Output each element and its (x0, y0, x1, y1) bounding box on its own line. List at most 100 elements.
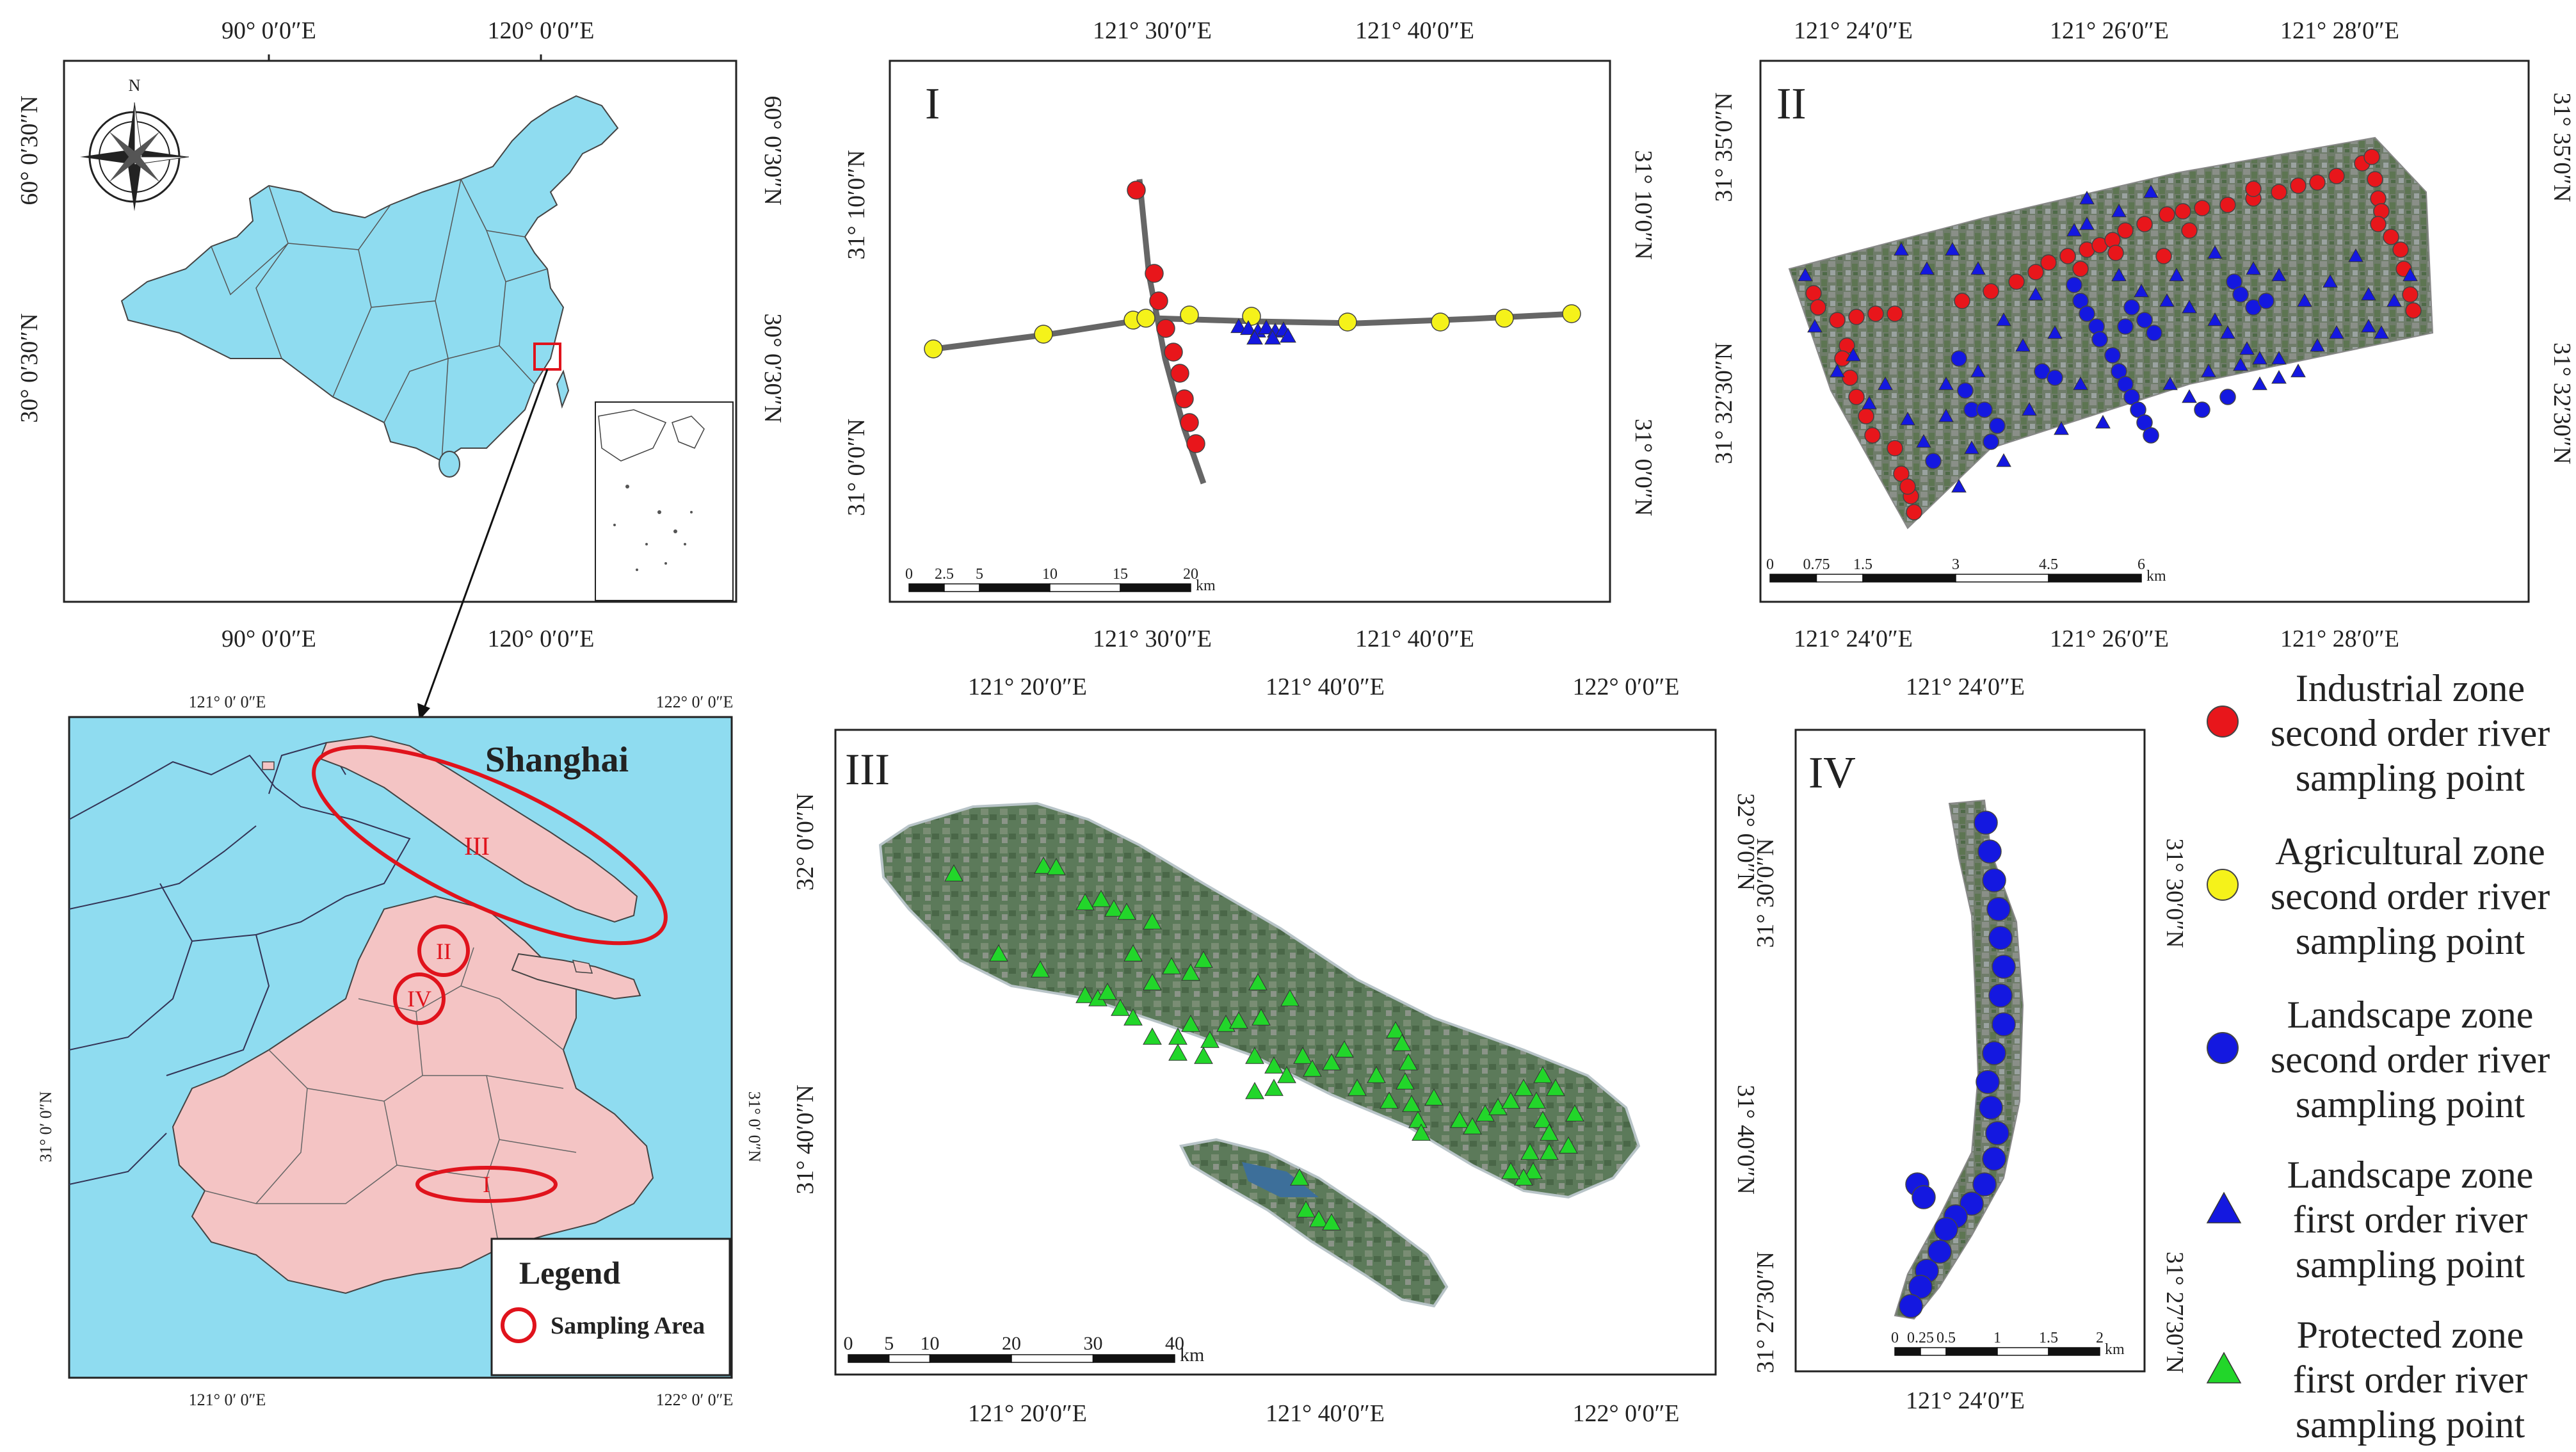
landscape-second-order-point (2136, 312, 2153, 328)
landscape-first-order-point (1240, 319, 1257, 335)
protected-first-order-point (1396, 1072, 1415, 1090)
industrial-sampling-point (2367, 171, 2383, 188)
protected-first-order-point (1386, 1020, 1405, 1038)
landscape-first-order-point (2079, 216, 2095, 230)
locator-arrow (417, 369, 549, 720)
industrial-sampling-point (2181, 222, 2198, 239)
landscape-second-order-point (1976, 1070, 2000, 1094)
industrial-sampling-point (2405, 302, 2422, 319)
panel-I-bottom-lon-2: 121° 40′0″E (1355, 625, 1474, 652)
legend-entry-line: first order river (2292, 1359, 2528, 1401)
landscape-second-order-point (1986, 897, 2011, 921)
landscape-first-order-point (2095, 414, 2111, 429)
panel-IV-scale-bar: 0 0.25 0.5 1 1.5 2km (1891, 1330, 2125, 1358)
scale-tick-label: 6 (2137, 556, 2145, 573)
landscape-second-order-point (2091, 331, 2108, 348)
landscape-second-order-point (1925, 453, 1942, 469)
protected-first-order-point (1229, 1011, 1248, 1029)
landscape-first-order-point (2182, 299, 2197, 314)
landscape-first-order-point (1264, 329, 1281, 345)
landscape-second-order-point (1934, 1217, 1958, 1241)
landscape-first-order-point (1830, 363, 1845, 378)
industrial-sampling-point (1858, 408, 1874, 424)
protected-first-order-point (1520, 1142, 1540, 1160)
protected-first-order-point (1245, 1081, 1264, 1099)
protected-first-order-point (1303, 1059, 1322, 1077)
industrial-sampling-point (1842, 369, 1858, 386)
panel-II-bottom-lon-2: 121° 26′0″E (2050, 625, 2169, 652)
industrial-sampling-point (2072, 261, 2089, 277)
legend-circle-icon (2205, 704, 2240, 742)
landscape-first-order-point (2073, 376, 2088, 391)
legend-entry-line: second order river (2270, 712, 2550, 754)
protected-first-order-point (1399, 1053, 1418, 1070)
protected-first-order-point (1309, 1209, 1328, 1227)
industrial-sampling-point (1145, 264, 1164, 283)
scale-tick-label: 3 (1952, 556, 1960, 573)
industrial-sampling-point (1149, 291, 1168, 311)
protected-first-order-point (1181, 1014, 1200, 1032)
industrial-sampling-point (1186, 434, 1205, 453)
industrial-sampling-point (1867, 305, 1884, 322)
panel-III-right-lat-1: 32° 0′0″N (1732, 793, 1759, 891)
landscape-first-order-point (2403, 267, 2418, 282)
protected-first-order-point (944, 864, 963, 882)
legend-entry-line: sampling point (2295, 1083, 2525, 1125)
industrial-sampling-point (2370, 216, 2387, 232)
panel-III: 121° 20′0″E 121° 40′0″E 122° 0′0″E 121° … (792, 674, 1759, 1427)
landscape-second-order-point (2047, 369, 2063, 386)
landscape-first-order-point (1894, 241, 1909, 256)
landscape-second-order-point (1974, 811, 1998, 835)
scale-tick-label: 20 (1002, 1333, 1021, 1354)
compass-north-label: N (129, 76, 141, 95)
small-island (572, 960, 593, 974)
china-left-lat-1: 60° 0′30″N (16, 95, 43, 205)
protected-first-order-point (1322, 1053, 1341, 1070)
landscape-first-order-point (2239, 341, 2255, 355)
landscape-first-order-point (2201, 363, 2216, 378)
protected-first-order-point (1559, 1136, 1578, 1154)
landscape-first-order-point (1970, 363, 1986, 378)
landscape-first-order-point (1916, 433, 1931, 448)
industrial-sampling-point (2402, 286, 2419, 303)
legend-circle-icon (2205, 1031, 2240, 1069)
landscape-first-order-point (1798, 267, 1813, 282)
industrial-sampling-point (2059, 248, 2076, 264)
scale-tick-label: 30 (1084, 1333, 1103, 1354)
reservoir-water (1242, 1162, 1319, 1197)
legend-title: Legend (519, 1255, 621, 1291)
scale-tick-label: 1.5 (1853, 556, 1872, 573)
protected-first-order-point (1392, 1033, 1412, 1051)
landscape-first-order-point (2252, 350, 2267, 365)
protected-first-order-point (1194, 950, 1213, 968)
landscape-second-order-point (1979, 1095, 2003, 1120)
panel-III-bottom-lon-1: 121° 20′0″E (968, 1400, 1087, 1427)
protected-first-order-point (1181, 963, 1200, 981)
landscape-second-order-point (1960, 1191, 1984, 1216)
landscape-second-order-point (2079, 305, 2095, 322)
industrial-sampling-point (2040, 254, 2057, 271)
landscape-first-order-point (2348, 248, 2363, 262)
legend-entry-line: Landscape zone (2287, 994, 2534, 1036)
sampling-area-outlines (312, 745, 668, 1203)
protected-first-order-point (1123, 1008, 1143, 1026)
legend-entry-line: sampling point (2295, 1403, 2525, 1446)
agricultural-sampling-point (1242, 307, 1261, 326)
protected-first-order-point (1412, 1123, 1431, 1141)
agricultural-sampling-point (1136, 309, 1155, 328)
scale-tick-label: 5 (884, 1333, 894, 1354)
scale-tick-label: 0.5 (1936, 1330, 1956, 1346)
landscape-first-order-point (2246, 261, 2261, 275)
landscape-second-order-point (1908, 1275, 1933, 1299)
industrial-sampling-point (2194, 200, 2210, 216)
industrial-sampling-point (2328, 168, 2345, 184)
panel-II-satellite-area (1788, 136, 2434, 529)
china-bottom-lon-1: 90° 0′0″E (221, 625, 316, 652)
panel-IV: 121° 24′0″E 121° 24′0″E 31° 30′0″N 31° 2… (1752, 674, 2188, 1414)
landscape-first-order-point (2233, 357, 2248, 371)
protected-first-order-point (1380, 1091, 1399, 1109)
protected-first-order-point (1367, 1065, 1386, 1083)
landscape-second-order-point (2194, 401, 2210, 418)
